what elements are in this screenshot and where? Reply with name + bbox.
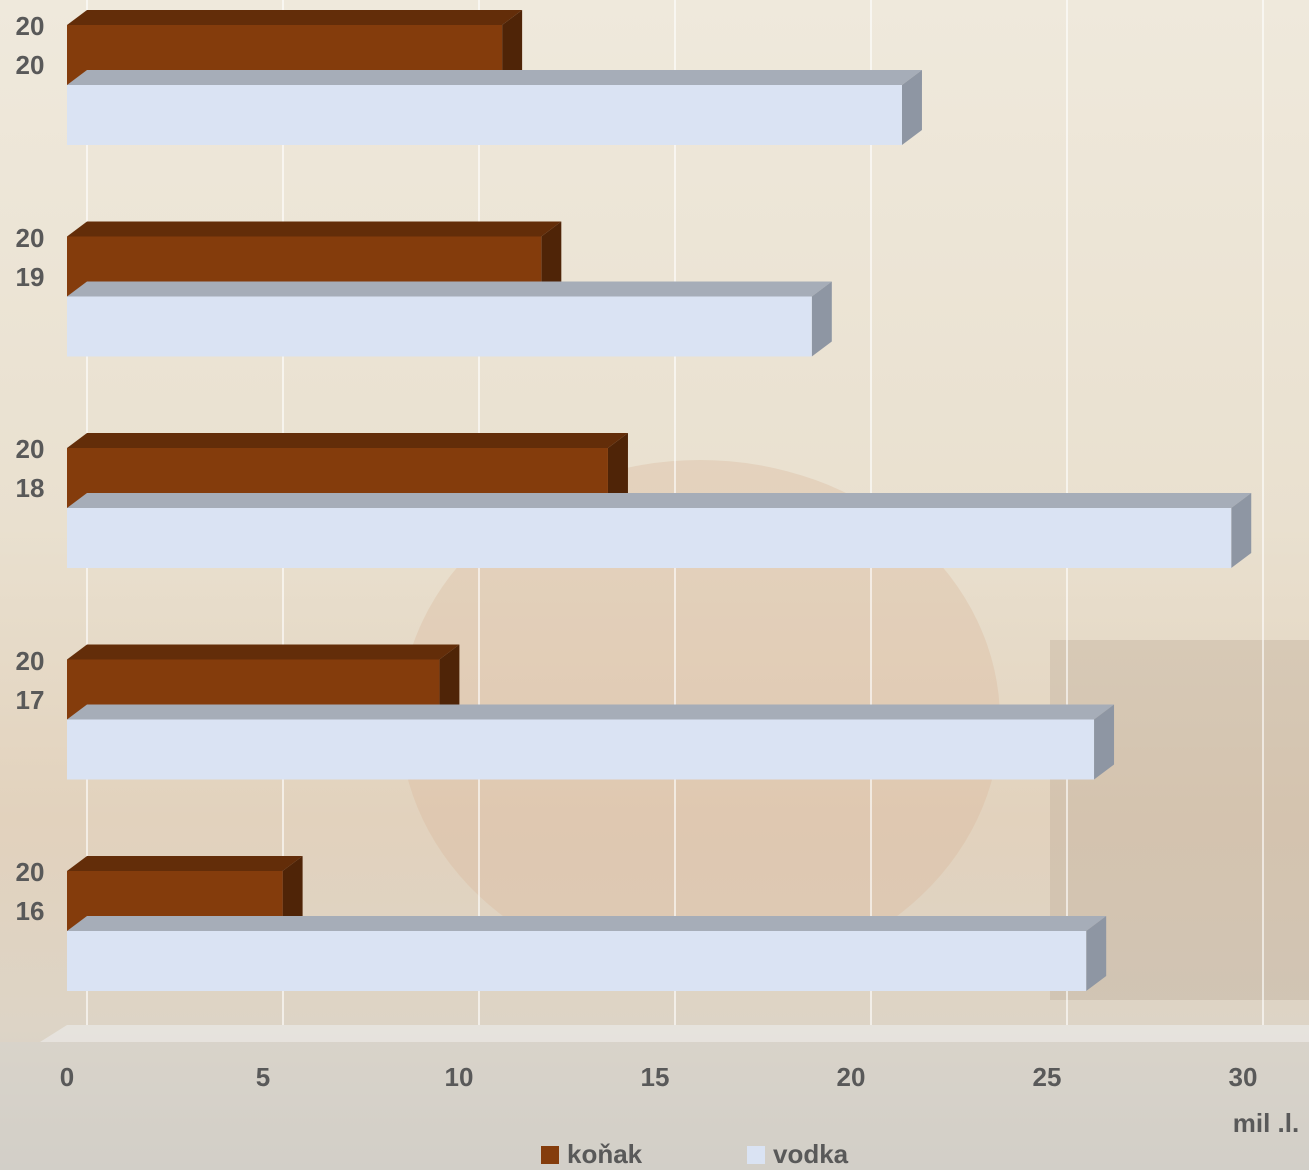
x-tick-label: 15 — [641, 1062, 670, 1092]
bar-side — [1086, 916, 1107, 991]
y-tick-label: 2020 — [15, 11, 45, 80]
bar-top — [67, 10, 523, 25]
x-tick-label: 5 — [256, 1062, 270, 1092]
bar — [67, 719, 1095, 780]
bar-side — [811, 281, 832, 357]
bar-top — [67, 856, 303, 871]
bar — [67, 931, 1087, 991]
x-tick-label: 25 — [1033, 1062, 1062, 1092]
y-tick-label: 2017 — [15, 645, 45, 715]
x-tick-label: 10 — [445, 1062, 474, 1092]
bar-side — [541, 221, 562, 297]
legend-swatch — [541, 1146, 559, 1164]
bar-top — [67, 221, 562, 237]
y-tick-label: 2018 — [15, 434, 45, 503]
x-tick-label: 30 — [1229, 1062, 1258, 1092]
bar-side — [1231, 493, 1252, 568]
bar-top — [67, 493, 1252, 508]
bar-side — [1094, 704, 1115, 780]
x-axis-label: mil .l. — [1233, 1108, 1299, 1138]
bar — [67, 508, 1232, 568]
legend-swatch — [747, 1146, 765, 1164]
bar-side — [439, 644, 460, 720]
floor — [40, 1025, 1309, 1042]
bar-side — [901, 70, 922, 145]
bar-side — [607, 433, 628, 508]
bar — [67, 296, 812, 357]
bar-top — [67, 916, 1107, 931]
bar-side — [502, 10, 523, 85]
floor-front — [0, 1042, 1309, 1170]
y-tick-label: 2019 — [15, 222, 45, 292]
x-tick-label: 0 — [60, 1062, 74, 1092]
bar-top — [67, 704, 1115, 720]
bar-top — [67, 281, 832, 297]
legend-label: koňak — [567, 1139, 643, 1169]
legend-label: vodka — [773, 1139, 849, 1169]
bar-side — [282, 856, 303, 931]
y-tick-label: 2016 — [15, 857, 45, 926]
x-tick-label: 20 — [837, 1062, 866, 1092]
bar-top — [67, 433, 628, 448]
bar-top — [67, 644, 460, 660]
bar — [67, 85, 902, 145]
bar-top — [67, 70, 922, 85]
